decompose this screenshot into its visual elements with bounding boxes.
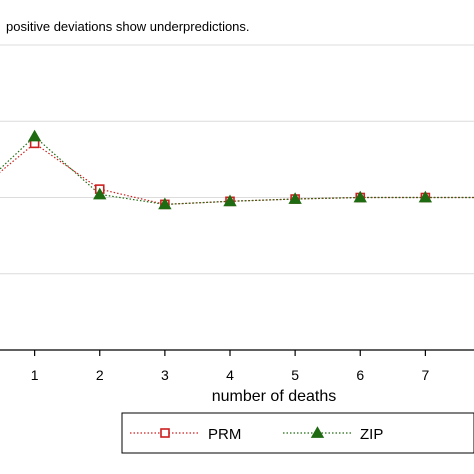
x-tick-label: 2 <box>96 367 104 383</box>
zip-point <box>223 194 237 207</box>
gridlines <box>0 44 474 275</box>
x-axis-label: number of deaths <box>212 388 337 405</box>
series-lines <box>0 135 474 206</box>
x-tick-label: 4 <box>226 367 234 383</box>
zip-point <box>353 190 367 203</box>
x-tick-label: 3 <box>161 367 169 383</box>
legend-marker-zip <box>310 426 325 438</box>
zip-point <box>93 187 107 200</box>
legend-marker-prm <box>160 428 170 438</box>
zip-point <box>418 190 433 203</box>
x-ticks: 1 2 3 4 5 6 7 <box>31 350 429 383</box>
legend-label-prm: PRM <box>208 426 241 443</box>
zip-point <box>158 197 172 210</box>
series-markers <box>27 129 433 210</box>
x-tick-label: 7 <box>421 367 429 383</box>
zip-series-line <box>0 135 474 206</box>
chart-note: positive deviations show underprediction… <box>6 19 250 34</box>
x-tick-label: 5 <box>291 367 299 383</box>
prm-series-line <box>0 142 474 206</box>
legend: PRM ZIP <box>121 412 474 454</box>
x-tick-label: 1 <box>31 367 39 383</box>
legend-label-zip: ZIP <box>360 426 383 443</box>
x-tick-label: 6 <box>356 367 364 383</box>
zip-point <box>288 192 302 204</box>
zip-point <box>27 129 42 142</box>
